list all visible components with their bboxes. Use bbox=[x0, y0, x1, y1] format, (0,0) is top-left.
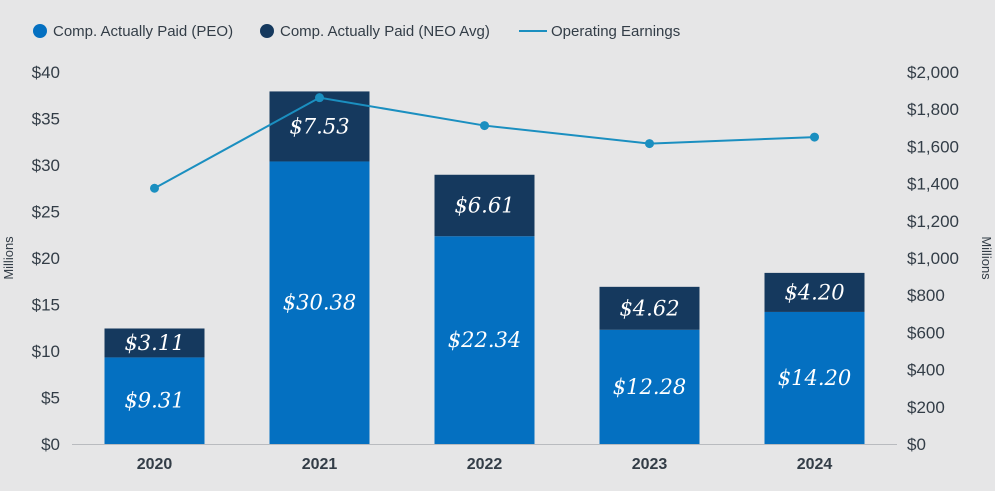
legend-swatch-1 bbox=[33, 24, 47, 38]
operating-earnings-point bbox=[315, 93, 324, 103]
legend-label-3: Operating Earnings bbox=[551, 23, 680, 40]
legend-swatch-2 bbox=[260, 24, 274, 38]
right-axis-tick: $1,000 bbox=[907, 249, 959, 268]
bar-label-neo: $4.62 bbox=[619, 296, 679, 320]
bar-peo bbox=[434, 236, 535, 444]
left-axis-tick: $25 bbox=[32, 203, 60, 222]
bar-label-peo: $12.28 bbox=[613, 375, 686, 399]
legend-label-2: Comp. Actually Paid (NEO Avg) bbox=[280, 23, 490, 40]
bar-label-peo: $9.31 bbox=[124, 389, 184, 413]
left-axis-tick: $5 bbox=[41, 389, 60, 408]
bar-peo bbox=[269, 161, 370, 444]
bar-neo bbox=[599, 286, 700, 330]
left-axis-tick: $10 bbox=[32, 342, 60, 361]
x-axis-tick: 2024 bbox=[797, 456, 833, 473]
operating-earnings-line bbox=[154, 96, 815, 190]
operating-earnings-point bbox=[645, 139, 654, 149]
right-axis-tick: $1,800 bbox=[907, 100, 959, 119]
right-axis-tick: $200 bbox=[907, 398, 945, 417]
bar-label-peo: $30.38 bbox=[283, 291, 356, 315]
left-axis-tick: $35 bbox=[32, 110, 60, 129]
left-axis-tick: $20 bbox=[32, 249, 60, 268]
bar-peo bbox=[599, 329, 700, 444]
x-axis-tick: 2023 bbox=[632, 456, 668, 473]
bar-neo bbox=[764, 272, 865, 312]
operating-earnings-point bbox=[150, 183, 159, 193]
left-axis-tick: $30 bbox=[32, 156, 60, 175]
left-axis-tick: $40 bbox=[32, 63, 60, 82]
bar-label-peo: $22.34 bbox=[448, 328, 521, 352]
right-axis-title: Millions bbox=[979, 236, 994, 280]
bar-label-neo: $6.61 bbox=[454, 194, 514, 218]
right-axis-tick: $1,400 bbox=[907, 175, 959, 194]
x-axis-tick: 2022 bbox=[467, 456, 503, 473]
operating-earnings-point bbox=[480, 121, 489, 131]
bar-label-peo: $14.20 bbox=[778, 366, 851, 390]
bar-neo bbox=[104, 328, 205, 358]
right-axis-tick: $800 bbox=[907, 286, 945, 305]
x-axis-tick: 2020 bbox=[137, 456, 173, 473]
bar-label-neo: $7.53 bbox=[289, 114, 349, 138]
right-axis-tick: $1,200 bbox=[907, 212, 959, 231]
right-axis-tick: $2,000 bbox=[907, 63, 959, 82]
right-axis-tick: $600 bbox=[907, 323, 945, 342]
bar-neo bbox=[434, 174, 535, 237]
bar-label-neo: $4.20 bbox=[784, 280, 844, 304]
left-axis-tick: $15 bbox=[32, 296, 60, 315]
right-axis-tick: $0 bbox=[907, 435, 926, 454]
legend-label-1: Comp. Actually Paid (PEO) bbox=[53, 23, 233, 40]
bar-peo bbox=[764, 311, 865, 444]
left-axis-title: Millions bbox=[1, 236, 16, 280]
right-axis-tick: $400 bbox=[907, 361, 945, 380]
x-axis-tick: 2021 bbox=[302, 456, 338, 473]
bar-label-neo: $3.11 bbox=[124, 331, 184, 355]
right-axis-tick: $1,600 bbox=[907, 137, 959, 156]
bar-peo bbox=[104, 357, 205, 444]
operating-earnings-point bbox=[810, 132, 819, 142]
left-axis-tick: $0 bbox=[41, 435, 60, 454]
